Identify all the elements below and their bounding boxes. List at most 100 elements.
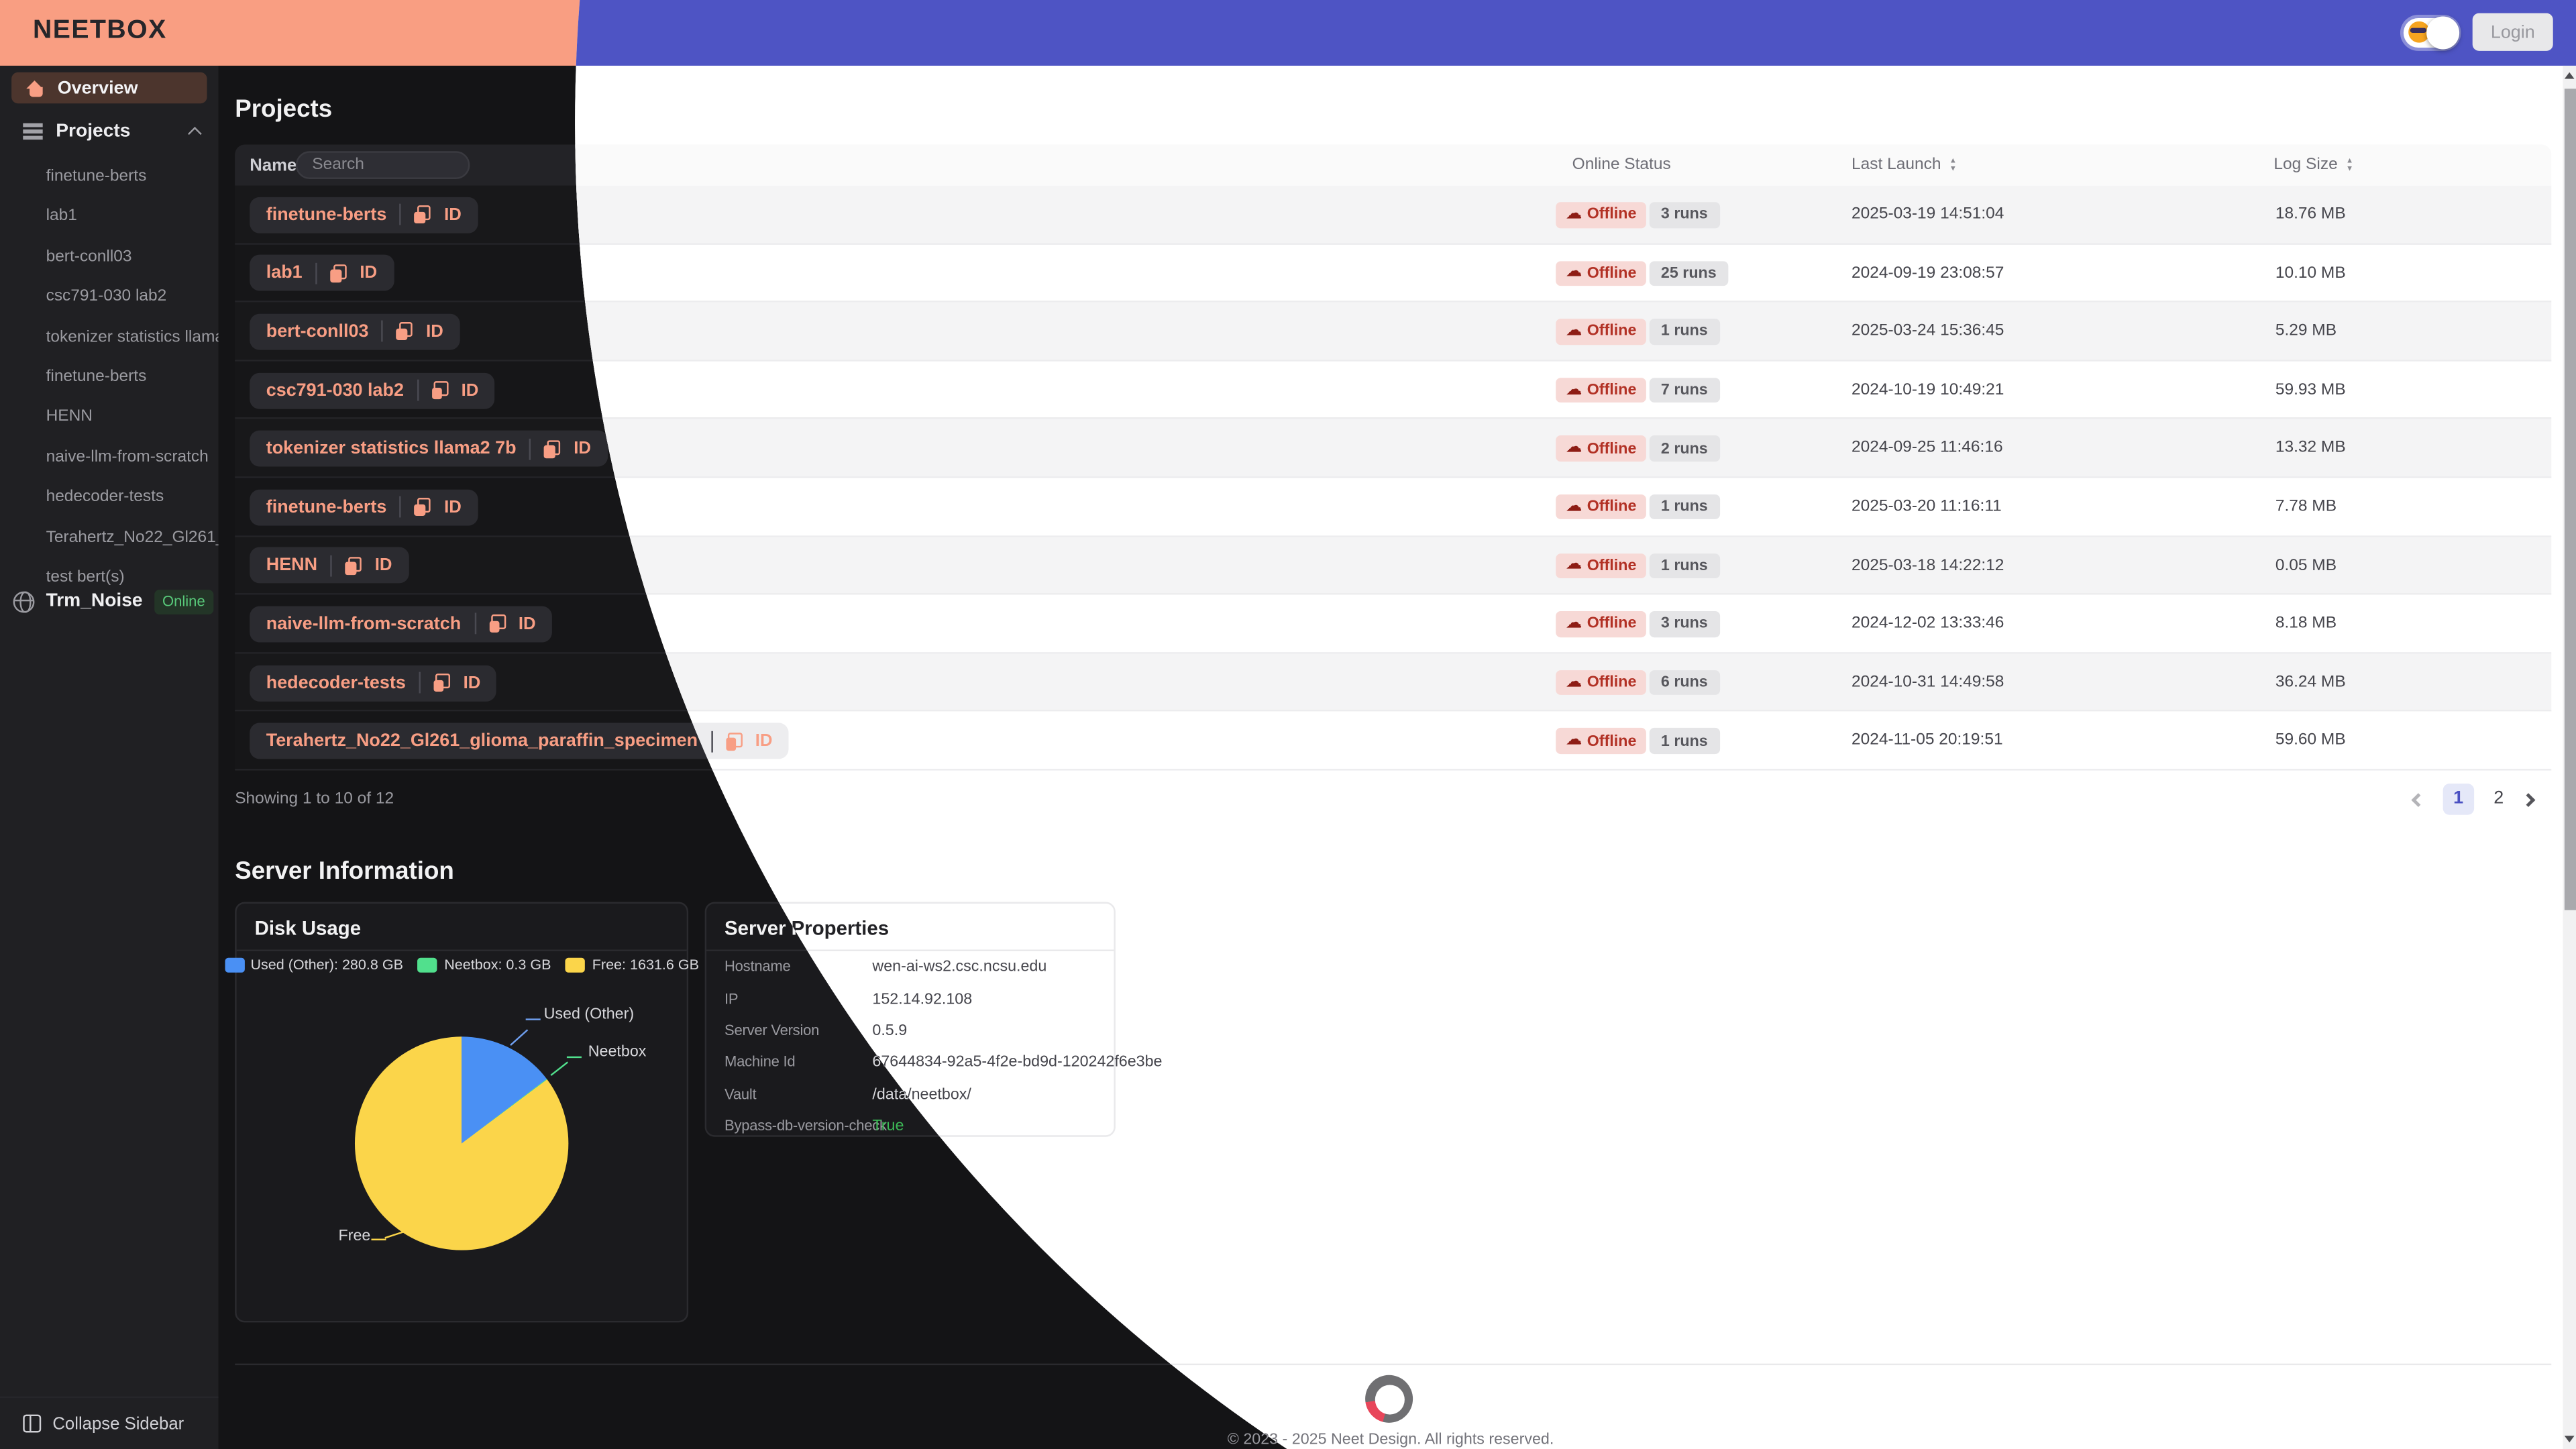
project-row[interactable]: HENN ID ☁ Offline 1 runs 2025-03-18 14:2… — [575, 536, 2552, 595]
status-text: Offline — [1587, 205, 1637, 224]
copy-id-icon[interactable] — [345, 556, 362, 575]
sidebar-project-item[interactable]: csc791-030 lab2 — [46, 288, 167, 307]
sidebar-item-projects[interactable]: Projects — [23, 118, 202, 144]
project-name[interactable]: finetune-berts — [266, 205, 387, 225]
sidebar-project-item[interactable]: Terahertz_No22_Gl261_gl... — [46, 528, 219, 547]
project-name[interactable]: lab1 — [266, 263, 303, 284]
copy-id-icon[interactable] — [725, 732, 743, 751]
copy-id-icon[interactable] — [544, 439, 561, 458]
project-name[interactable]: Terahertz_No22_Gl261_glioma_paraffin_spe… — [266, 731, 698, 751]
project-id-label[interactable]: ID — [518, 614, 536, 635]
project-name[interactable]: hedecoder-tests — [266, 672, 406, 693]
project-name-pill[interactable]: finetune-berts ID — [250, 197, 478, 233]
copy-id-icon[interactable] — [431, 381, 449, 400]
offline-badge: ☁ Offline — [1556, 494, 1647, 521]
sidebar-item-server[interactable]: Trm_Noise Online — [13, 585, 213, 618]
copy-id-icon[interactable] — [414, 498, 431, 517]
login-button[interactable]: Login — [2472, 13, 2553, 51]
copy-id-icon[interactable] — [414, 205, 431, 224]
copy-id-icon[interactable] — [488, 615, 506, 633]
collapse-sidebar-button[interactable]: Collapse Sidebar — [0, 1396, 219, 1449]
sidebar-project-item[interactable]: naive-llm-from-scratch — [46, 448, 209, 467]
column-log-size[interactable]: Log Size ▲▼ — [2273, 156, 2354, 174]
pie-callout-used: Used (Other) — [543, 1005, 635, 1024]
project-name-pill[interactable]: bert-conll03 ID — [250, 313, 460, 350]
project-row[interactable]: bert-conll03 ID ☁ Offline 1 runs 2025-03… — [575, 303, 2552, 362]
log-size-value: 5.29 MB — [2275, 322, 2337, 341]
project-search-input[interactable] — [295, 151, 470, 179]
project-name-pill[interactable]: HENN ID — [250, 547, 409, 584]
project-name-pill[interactable]: naive-llm-from-scratch ID — [250, 606, 553, 643]
project-id-label[interactable]: ID — [360, 263, 378, 284]
sidebar-project-item[interactable]: finetune-berts — [46, 167, 147, 186]
project-name-pill[interactable]: tokenizer statistics llama2 7b ID — [250, 431, 608, 467]
project-id-label[interactable]: ID — [444, 497, 462, 517]
project-name[interactable]: csc791-030 lab2 — [266, 380, 404, 400]
last-launch-value: 2024-11-05 20:19:51 — [1851, 731, 2003, 750]
vertical-scrollbar[interactable] — [2563, 65, 2576, 1449]
project-name-pill[interactable]: Terahertz_No22_Gl261_glioma_paraffin_spe… — [250, 722, 789, 759]
next-page-button[interactable] — [2521, 784, 2536, 813]
project-id-label[interactable]: ID — [426, 321, 443, 342]
legend-item[interactable]: Free: 1631.6 GB — [566, 956, 699, 973]
sidebar-item-overview[interactable]: Overview — [11, 72, 207, 104]
project-name-pill[interactable]: csc791-030 lab2 ID — [250, 372, 495, 409]
theme-toggle[interactable] — [2404, 15, 2460, 49]
sort-icon[interactable]: ▲▼ — [2345, 156, 2354, 172]
project-row[interactable]: naive-llm-from-scratch ID ☁ Offline 3 ru… — [575, 594, 2552, 654]
project-row[interactable]: finetune-berts ID ☁ Offline 3 runs 2025-… — [575, 185, 2552, 244]
project-row[interactable]: csc791-030 lab2 ID ☁ Offline 7 runs 2024… — [575, 361, 2552, 420]
sidebar-project-item[interactable]: HENN — [46, 408, 93, 427]
page-1-button[interactable]: 1 — [2443, 782, 2474, 814]
legend-item[interactable]: Neetbox: 0.3 GB — [418, 956, 551, 973]
project-name-pill[interactable]: hedecoder-tests ID — [250, 664, 497, 701]
legend-item[interactable]: Used (Other): 280.8 GB — [224, 956, 403, 973]
home-icon — [26, 79, 44, 97]
disk-usage-title: Disk Usage — [236, 904, 687, 951]
cloud-offline-icon: ☁ — [1565, 555, 1582, 574]
sidebar-project-item[interactable]: tokenizer statistics llama... — [46, 327, 219, 346]
last-launch-value: 2024-10-19 10:49:21 — [1851, 380, 2004, 399]
project-id-label[interactable]: ID — [444, 205, 462, 225]
project-id-label[interactable]: ID — [463, 672, 481, 693]
project-id-label[interactable]: ID — [574, 439, 591, 459]
project-name[interactable]: HENN — [266, 555, 318, 576]
copy-id-icon[interactable] — [396, 323, 413, 341]
copy-id-icon[interactable] — [433, 674, 450, 692]
copy-id-icon[interactable] — [330, 264, 347, 282]
sidebar: Overview Projects finetune-berts lab1 be… — [0, 65, 219, 1449]
pie-legend: Used (Other): 280.8 GB Neetbox: 0.3 GB F… — [224, 956, 699, 973]
sidebar-project-item[interactable]: bert-conll03 — [46, 248, 132, 266]
column-last-launch[interactable]: Last Launch ▲▼ — [1851, 156, 1957, 174]
project-name[interactable]: finetune-berts — [266, 497, 387, 517]
toggle-knob-icon[interactable] — [2426, 15, 2460, 49]
runs-badge: 1 runs — [1649, 319, 1719, 345]
column-online-status: Online Status — [1572, 156, 1671, 174]
disk-usage-pie-chart[interactable] — [354, 1036, 569, 1250]
project-row[interactable]: finetune-berts ID ☁ Offline 1 runs 2025-… — [575, 478, 2552, 537]
project-row[interactable]: lab1 ID ☁ Offline 25 runs 2024-09-19 23:… — [575, 244, 2552, 303]
project-name[interactable]: naive-llm-from-scratch — [266, 614, 462, 635]
sort-icon[interactable]: ▲▼ — [1949, 156, 1957, 172]
sidebar-project-item[interactable]: lab1 — [46, 207, 77, 226]
sidebar-project-item[interactable]: hedecoder-tests — [46, 488, 164, 506]
project-name[interactable]: tokenizer statistics llama2 7b — [266, 439, 517, 459]
prev-page-button[interactable] — [2411, 784, 2425, 813]
status-text: Offline — [1587, 264, 1637, 282]
project-row[interactable]: tokenizer statistics llama2 7b ID ☁ Offl… — [575, 419, 2552, 478]
scroll-up-arrow-icon[interactable] — [2563, 66, 2576, 85]
project-name-pill[interactable]: lab1 ID — [250, 255, 394, 292]
project-id-label[interactable]: ID — [461, 380, 479, 400]
scroll-down-arrow-icon[interactable] — [2563, 1430, 2576, 1449]
log-size-value: 13.32 MB — [2275, 439, 2346, 458]
project-row[interactable]: hedecoder-tests ID ☁ Offline 6 runs 2024… — [575, 653, 2552, 712]
project-name[interactable]: bert-conll03 — [266, 321, 369, 342]
sidebar-project-item[interactable]: finetune-berts — [46, 368, 147, 386]
scrollbar-thumb[interactable] — [2563, 89, 2575, 910]
project-name-pill[interactable]: finetune-berts ID — [250, 489, 478, 526]
sidebar-projects-label: Projects — [56, 121, 131, 142]
sidebar-project-item[interactable]: test bert(s) — [46, 568, 125, 587]
page-2-button[interactable]: 2 — [2493, 788, 2504, 808]
project-id-label[interactable]: ID — [755, 731, 773, 751]
project-id-label[interactable]: ID — [374, 555, 392, 576]
